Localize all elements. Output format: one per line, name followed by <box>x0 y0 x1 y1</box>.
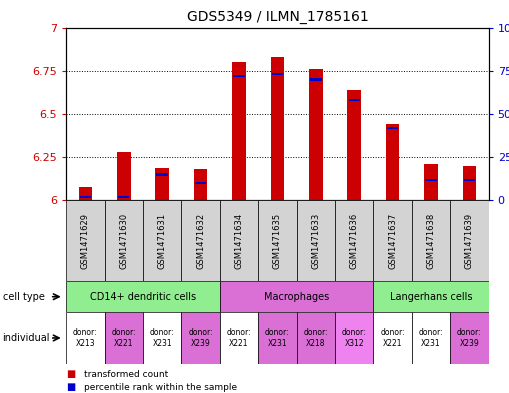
Bar <box>387 127 399 129</box>
Bar <box>195 182 206 184</box>
Bar <box>233 75 245 77</box>
Text: percentile rank within the sample: percentile rank within the sample <box>84 383 237 391</box>
Text: GSM1471633: GSM1471633 <box>312 213 320 269</box>
Text: transformed count: transformed count <box>84 370 168 378</box>
Text: ■: ■ <box>66 382 75 392</box>
Title: GDS5349 / ILMN_1785161: GDS5349 / ILMN_1785161 <box>186 10 369 24</box>
Bar <box>450 312 489 364</box>
Text: donor:
X312: donor: X312 <box>342 328 366 348</box>
Bar <box>104 312 143 364</box>
Text: donor:
X239: donor: X239 <box>188 328 213 348</box>
Bar <box>232 62 246 200</box>
Bar <box>335 200 374 281</box>
Text: donor:
X221: donor: X221 <box>380 328 405 348</box>
Bar <box>66 200 104 281</box>
Text: donor:
X239: donor: X239 <box>457 328 482 348</box>
Bar <box>412 312 450 364</box>
Bar <box>181 312 220 364</box>
Text: cell type: cell type <box>3 292 44 302</box>
Text: GSM1471632: GSM1471632 <box>196 213 205 269</box>
Bar <box>349 99 360 101</box>
Bar <box>464 178 475 181</box>
Bar <box>335 312 374 364</box>
Text: donor:
X218: donor: X218 <box>303 328 328 348</box>
Text: ■: ■ <box>66 369 75 379</box>
Bar <box>425 164 438 200</box>
Text: GSM1471630: GSM1471630 <box>119 213 128 269</box>
Bar <box>450 200 489 281</box>
Bar <box>412 200 450 281</box>
Text: GSM1471639: GSM1471639 <box>465 213 474 269</box>
Bar <box>220 281 374 312</box>
Text: donor:
X221: donor: X221 <box>111 328 136 348</box>
Text: CD14+ dendritic cells: CD14+ dendritic cells <box>90 292 196 302</box>
Bar <box>297 312 335 364</box>
Bar <box>104 200 143 281</box>
Text: donor:
X231: donor: X231 <box>419 328 443 348</box>
Bar <box>426 178 437 181</box>
Text: GSM1471638: GSM1471638 <box>427 213 436 269</box>
Text: donor:
X213: donor: X213 <box>73 328 98 348</box>
Bar <box>79 187 92 200</box>
Bar <box>181 200 220 281</box>
Text: donor:
X231: donor: X231 <box>265 328 290 348</box>
Bar <box>156 173 168 176</box>
Bar <box>80 196 91 198</box>
Bar <box>220 312 258 364</box>
Bar <box>374 312 412 364</box>
Bar <box>310 78 322 81</box>
Bar <box>374 200 412 281</box>
Text: GSM1471637: GSM1471637 <box>388 213 397 269</box>
Bar <box>194 169 207 200</box>
Text: Langerhans cells: Langerhans cells <box>390 292 472 302</box>
Bar <box>297 200 335 281</box>
Bar <box>258 312 297 364</box>
Bar <box>463 166 476 200</box>
Bar <box>143 312 181 364</box>
Text: donor:
X221: donor: X221 <box>227 328 251 348</box>
Text: individual: individual <box>3 333 50 343</box>
Text: donor:
X231: donor: X231 <box>150 328 175 348</box>
Text: GSM1471635: GSM1471635 <box>273 213 282 269</box>
Bar <box>309 69 323 200</box>
Bar <box>66 281 220 312</box>
Text: Macrophages: Macrophages <box>264 292 329 302</box>
Bar <box>386 124 400 200</box>
Bar <box>258 200 297 281</box>
Bar <box>220 200 258 281</box>
Bar <box>117 152 130 200</box>
Bar <box>155 167 169 200</box>
Bar <box>118 196 129 198</box>
Bar <box>348 90 361 200</box>
Bar <box>143 200 181 281</box>
Text: GSM1471631: GSM1471631 <box>158 213 166 269</box>
Bar <box>66 312 104 364</box>
Bar <box>271 57 284 200</box>
Text: GSM1471634: GSM1471634 <box>235 213 243 269</box>
Text: GSM1471636: GSM1471636 <box>350 213 359 269</box>
Bar <box>374 281 489 312</box>
Bar <box>272 73 283 75</box>
Text: GSM1471629: GSM1471629 <box>81 213 90 269</box>
